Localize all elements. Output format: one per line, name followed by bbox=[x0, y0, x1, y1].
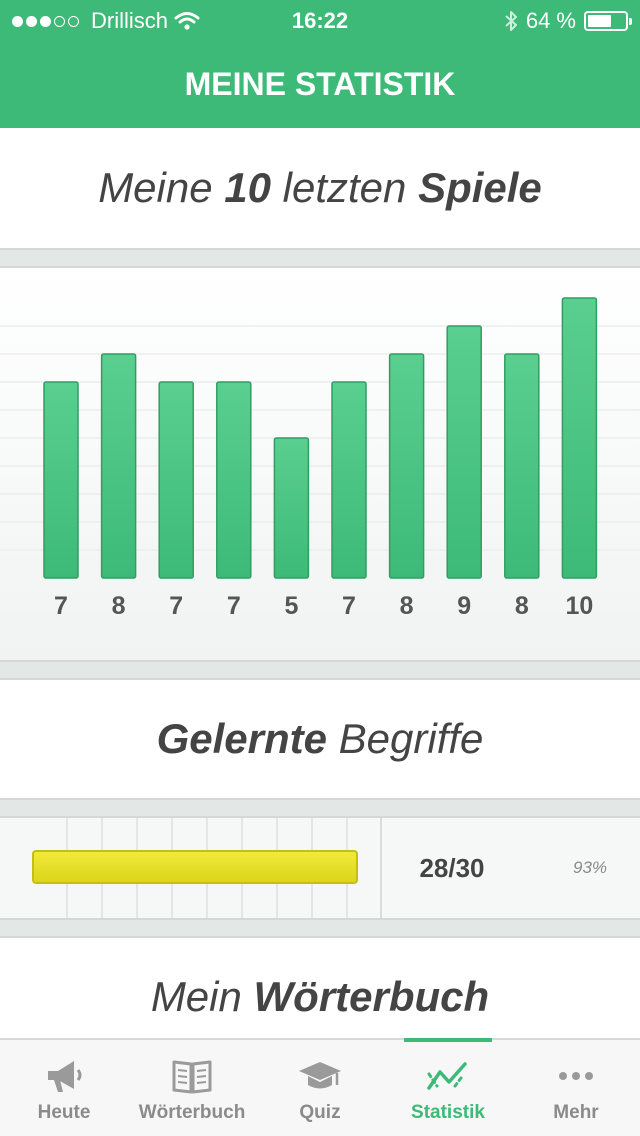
chart-value-label: 10 bbox=[565, 592, 593, 620]
chart-value-label: 7 bbox=[169, 592, 183, 620]
learned-percent: 93% bbox=[572, 858, 608, 877]
chart-value-label: 7 bbox=[54, 592, 68, 620]
megaphone-icon bbox=[48, 1061, 82, 1092]
learned-count: 28/30 bbox=[419, 853, 485, 883]
chart-bar bbox=[100, 353, 137, 579]
section-divider bbox=[0, 248, 640, 268]
chart-bar bbox=[43, 381, 79, 579]
tab-label: Wörterbuch bbox=[138, 1102, 246, 1123]
graduation-cap-icon bbox=[299, 1062, 341, 1089]
games-heading-pre: Meine bbox=[98, 164, 225, 211]
tab-label: Quiz bbox=[299, 1102, 341, 1123]
wifi-icon bbox=[174, 12, 200, 30]
chart-bar bbox=[504, 353, 540, 579]
tab-woerterbuch[interactable]: Wörterbuch bbox=[128, 1040, 256, 1136]
chart-bar bbox=[273, 437, 310, 579]
learned-progress-bar bbox=[32, 850, 358, 884]
chart-bar bbox=[331, 381, 367, 579]
chart-value-label: 9 bbox=[457, 592, 471, 620]
chart-value-label: 8 bbox=[400, 592, 414, 620]
chart-bar bbox=[388, 353, 425, 579]
bluetooth-icon bbox=[505, 11, 517, 31]
chart-line-icon bbox=[427, 1062, 467, 1090]
games-chart-svg: 7 8 7 7 5 7 8 9 8 10 bbox=[0, 297, 640, 620]
tab-bar: Heute Wörterbuch Quiz Stat bbox=[0, 1038, 640, 1136]
chart-value-label: 7 bbox=[342, 592, 356, 620]
tab-label: Statistik bbox=[411, 1102, 485, 1123]
chart-value-label: 8 bbox=[112, 592, 126, 620]
tab-statistik[interactable]: Statistik bbox=[384, 1038, 512, 1136]
more-dots-icon bbox=[559, 1072, 593, 1080]
games-heading-count: 10 bbox=[224, 164, 271, 211]
tab-label: Heute bbox=[37, 1102, 91, 1123]
games-heading-post: Spiele bbox=[418, 164, 542, 211]
chart-bar bbox=[158, 381, 194, 579]
chart-bar bbox=[446, 325, 482, 579]
tab-label: Mehr bbox=[553, 1102, 599, 1123]
section-divider bbox=[0, 798, 640, 818]
dictionary-heading: Mein Wörterbuch bbox=[0, 938, 640, 1038]
dictionary-heading-pre: Mein bbox=[150, 973, 254, 1020]
learned-heading: Gelernte Begriffe bbox=[0, 680, 640, 798]
section-divider bbox=[0, 660, 640, 680]
chart-bar bbox=[216, 381, 252, 579]
battery-icon bbox=[584, 11, 632, 31]
chart-bar bbox=[561, 297, 598, 579]
chart-value-label: 8 bbox=[515, 592, 529, 620]
carrier-name: Drillisch bbox=[91, 8, 168, 33]
tab-heute[interactable]: Heute bbox=[0, 1040, 128, 1136]
status-right: 64 % bbox=[504, 8, 632, 34]
battery-percent: 64 % bbox=[525, 8, 576, 33]
dictionary-heading-bold: Wörterbuch bbox=[253, 973, 490, 1020]
chart-value-label: 5 bbox=[284, 592, 298, 620]
games-heading-mid: letzten bbox=[270, 164, 419, 211]
learned-heading-rest: Begriffe bbox=[326, 715, 484, 762]
signal-strength-icon bbox=[12, 15, 79, 27]
games-bar-chart: 7 8 7 7 5 7 8 9 8 10 bbox=[0, 268, 640, 660]
section-divider bbox=[0, 918, 640, 938]
tab-quiz[interactable]: Quiz bbox=[256, 1040, 384, 1136]
nav-bar: MEINE STATISTIK bbox=[0, 40, 640, 128]
book-icon bbox=[172, 1060, 212, 1094]
status-bar: Drillisch 16:22 64 % bbox=[0, 0, 640, 40]
status-time: 16:22 bbox=[291, 8, 349, 33]
status-left: Drillisch bbox=[12, 8, 200, 34]
tab-mehr[interactable]: Mehr bbox=[512, 1040, 640, 1136]
learned-heading-bold: Gelernte bbox=[156, 715, 327, 762]
page-title: MEINE STATISTIK bbox=[184, 66, 456, 102]
chart-value-label: 7 bbox=[227, 592, 241, 620]
games-heading: Meine 10 letzten Spiele bbox=[0, 128, 640, 248]
